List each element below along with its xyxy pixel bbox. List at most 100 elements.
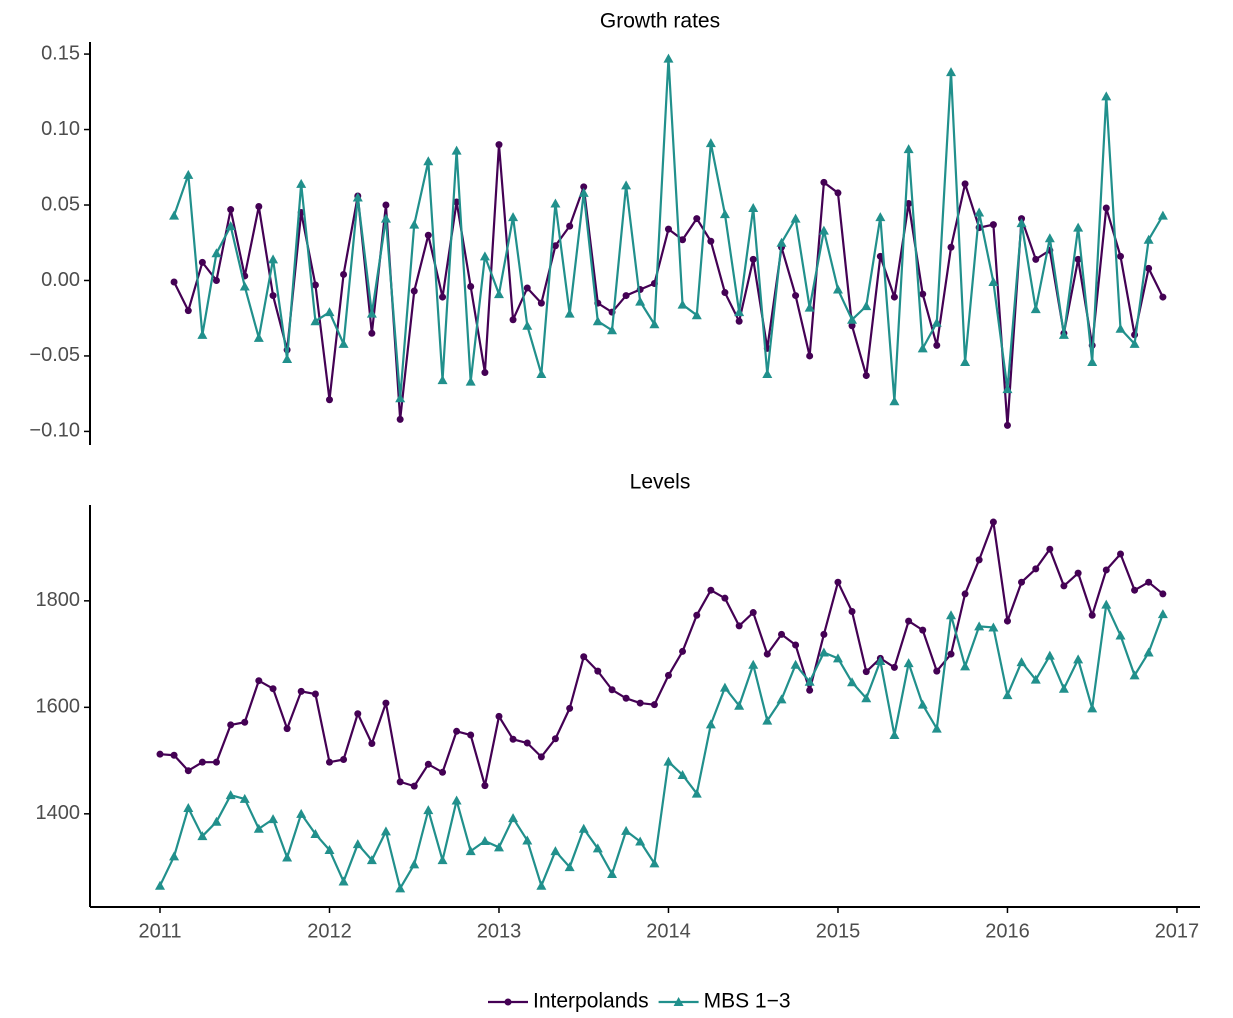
point: [566, 704, 574, 712]
point: [1087, 356, 1098, 366]
point: [763, 650, 771, 658]
point: [439, 293, 447, 301]
point: [537, 753, 545, 761]
panel-title: Growth rates: [600, 10, 720, 33]
point: [933, 341, 941, 349]
point: [493, 842, 504, 852]
point: [735, 622, 743, 630]
point: [1101, 91, 1112, 101]
point: [804, 676, 815, 686]
point: [974, 207, 985, 217]
point: [1046, 545, 1054, 553]
point: [453, 198, 461, 206]
point: [1145, 578, 1153, 586]
point: [650, 701, 658, 709]
point: [1115, 630, 1126, 640]
point: [608, 686, 616, 694]
point: [352, 192, 363, 202]
point: [719, 209, 730, 219]
point: [453, 727, 461, 735]
point: [834, 189, 842, 197]
point: [225, 790, 236, 800]
point: [1003, 617, 1011, 625]
point: [1159, 590, 1167, 598]
point: [748, 203, 759, 213]
point: [366, 855, 377, 865]
point: [905, 617, 913, 625]
y-tick-label: 0.00: [41, 269, 80, 291]
point: [961, 590, 969, 598]
point: [212, 276, 220, 284]
point: [423, 805, 434, 815]
point: [818, 647, 829, 657]
point: [635, 296, 646, 306]
point: [522, 320, 533, 330]
point: [578, 823, 589, 833]
point: [960, 661, 971, 671]
point: [989, 221, 997, 229]
point: [974, 621, 985, 631]
point: [749, 255, 757, 263]
point: [269, 292, 277, 300]
point: [550, 846, 561, 856]
point: [861, 693, 872, 703]
point: [1073, 222, 1084, 232]
point: [1157, 609, 1168, 619]
point: [382, 699, 390, 707]
point: [636, 699, 644, 707]
point: [917, 699, 928, 709]
point: [862, 372, 870, 380]
point: [693, 215, 701, 223]
point: [352, 839, 363, 849]
point: [946, 610, 957, 620]
point: [806, 352, 814, 360]
x-tick-label: 2013: [477, 920, 522, 942]
point: [889, 730, 900, 740]
point: [1032, 255, 1040, 263]
point: [919, 290, 927, 298]
point: [1016, 218, 1027, 228]
point: [184, 767, 192, 775]
point: [580, 183, 588, 191]
point: [253, 332, 264, 342]
point: [197, 831, 208, 841]
point: [239, 281, 250, 291]
point: [649, 858, 660, 868]
point: [481, 369, 489, 377]
point: [366, 308, 377, 318]
point: [677, 769, 688, 779]
point: [960, 356, 971, 366]
point: [917, 343, 928, 353]
point: [1157, 210, 1168, 220]
point: [368, 740, 376, 748]
point: [465, 846, 476, 856]
point: [1101, 599, 1112, 609]
point: [707, 237, 715, 245]
point: [861, 301, 872, 311]
point: [1117, 550, 1125, 558]
point: [155, 880, 165, 890]
point: [975, 556, 983, 564]
point: [396, 778, 404, 786]
point: [268, 254, 279, 264]
point: [380, 213, 391, 223]
point: [451, 145, 462, 155]
point: [564, 862, 575, 872]
point: [1088, 611, 1096, 619]
point: [1143, 234, 1154, 244]
point: [536, 369, 547, 379]
point: [790, 659, 801, 669]
y-tick-label: −0.10: [29, 420, 80, 442]
point: [592, 843, 603, 853]
point: [903, 658, 914, 668]
point: [282, 852, 293, 862]
point: [1115, 323, 1126, 333]
y-tick-label: 0.05: [41, 193, 80, 215]
point: [1129, 670, 1140, 680]
point: [607, 325, 618, 335]
point: [622, 694, 630, 702]
point: [847, 314, 858, 324]
point: [481, 782, 489, 790]
point: [832, 284, 843, 294]
point: [931, 723, 942, 733]
